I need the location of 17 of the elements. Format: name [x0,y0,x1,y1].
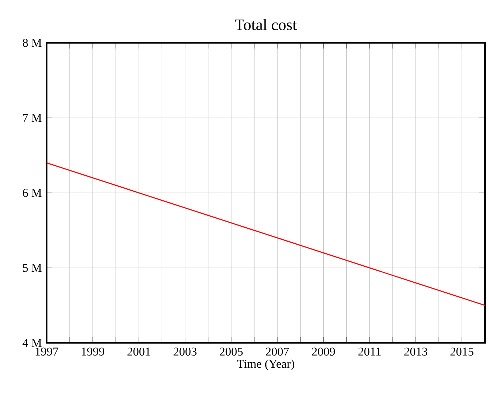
x-tick-label: 2007 [266,348,290,356]
x-tick-label: 1997 [36,348,58,356]
x-tick-label: 1999 [82,348,104,356]
y-tick-label: 4 M [22,339,42,347]
y-tick-label: 5 M [23,264,42,272]
x-tick-label: 2013 [404,348,428,356]
x-tick-label: 2003 [174,348,197,356]
x-tick-label: 2015 [450,348,474,356]
x-tick-label: 2001 [128,348,150,356]
x-axis-title: Time (Year) [237,360,294,370]
x-tick-label: 2011 [358,348,381,356]
x-tick-label: 2009 [312,348,336,356]
y-tick-label: 8 M [23,38,42,48]
chart-title: Total cost [235,19,298,30]
y-tick-label: 6 M [23,188,42,198]
x-tick-label: 2005 [220,348,243,356]
y-tick-label: 7 M [23,114,42,122]
